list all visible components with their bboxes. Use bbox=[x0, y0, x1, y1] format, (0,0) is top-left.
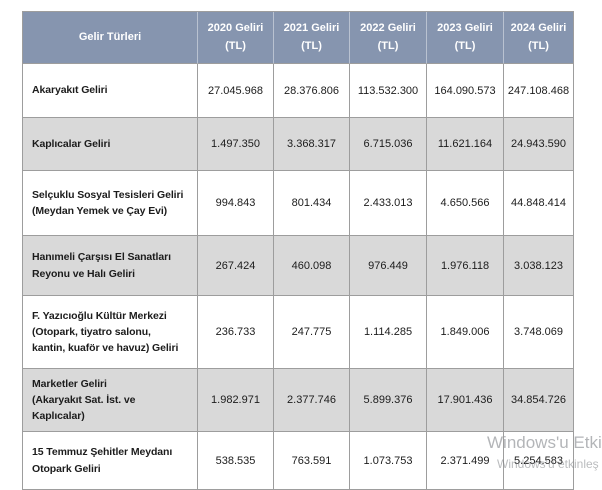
table-row: Kaplıcalar Geliri 1.497.350 3.368.317 6.715… bbox=[23, 118, 574, 171]
row-label: 15 Temmuz Şehitler Meydanı Otopark Gelir… bbox=[23, 432, 198, 490]
row-label: Akaryakıt Geliri bbox=[23, 64, 198, 118]
table-row: 15 Temmuz Şehitler Meydanı Otopark Gelir… bbox=[23, 432, 574, 490]
revenue-value-cell: 247.108.468 bbox=[504, 64, 574, 118]
revenue-value-cell: 2.371.499 bbox=[427, 432, 504, 490]
revenue-value-cell: 976.449 bbox=[350, 236, 427, 296]
row-label: Selçuklu Sosyal Tesisleri Geliri (Meydan… bbox=[23, 171, 198, 236]
revenue-value-cell: 2.433.013 bbox=[350, 171, 427, 236]
revenue-value-cell: 247.775 bbox=[274, 296, 350, 369]
revenue-value-cell: 1.114.285 bbox=[350, 296, 427, 369]
column-header-gelir-turleri: Gelir Türleri bbox=[23, 12, 198, 64]
revenue-value-cell: 2.377.746 bbox=[274, 369, 350, 432]
revenue-value-cell: 27.045.968 bbox=[198, 64, 274, 118]
revenue-value-cell: 1.976.118 bbox=[427, 236, 504, 296]
revenue-value-cell: 17.901.436 bbox=[427, 369, 504, 432]
windows-activation-watermark-line2: Windows'u etkinleş bbox=[497, 457, 599, 471]
revenue-value-cell: 44.848.414 bbox=[504, 171, 574, 236]
revenue-value-cell: 3.038.123 bbox=[504, 236, 574, 296]
revenue-value-cell: 3.748.069 bbox=[504, 296, 574, 369]
table-row: Marketler Geliri (Akaryakıt Sat. İst. ve… bbox=[23, 369, 574, 432]
revenue-value-cell: 1.849.006 bbox=[427, 296, 504, 369]
revenue-value-cell: 1.073.753 bbox=[350, 432, 427, 490]
revenue-value-cell: 164.090.573 bbox=[427, 64, 504, 118]
revenue-value-cell: 236.733 bbox=[198, 296, 274, 369]
table-row: Selçuklu Sosyal Tesisleri Geliri (Meydan… bbox=[23, 171, 574, 236]
column-header-2023: 2023 Geliri (TL) bbox=[427, 12, 504, 64]
revenue-value-cell: 538.535 bbox=[198, 432, 274, 490]
windows-activation-watermark-line1: Windows'u Etki bbox=[487, 433, 602, 452]
revenue-value-cell: 267.424 bbox=[198, 236, 274, 296]
revenue-value-cell: 994.843 bbox=[198, 171, 274, 236]
revenue-value-cell: 4.650.566 bbox=[427, 171, 504, 236]
revenue-value-cell: 1.982.971 bbox=[198, 369, 274, 432]
revenue-value-cell: 3.368.317 bbox=[274, 118, 350, 171]
column-header-2022: 2022 Geliri (TL) bbox=[350, 12, 427, 64]
column-header-2020: 2020 Geliri (TL) bbox=[198, 12, 274, 64]
table-row: Hanımeli Çarşısı El Sanatları Reyonu ve … bbox=[23, 236, 574, 296]
revenue-table: Gelir Türleri 2020 Geliri (TL) 2021 Geli… bbox=[22, 11, 574, 490]
revenue-value-cell: 1.497.350 bbox=[198, 118, 274, 171]
revenue-value-cell: 113.532.300 bbox=[350, 64, 427, 118]
column-header-2021: 2021 Geliri (TL) bbox=[274, 12, 350, 64]
revenue-value-cell: 6.715.036 bbox=[350, 118, 427, 171]
revenue-value-cell: 28.376.806 bbox=[274, 64, 350, 118]
row-label: F. Yazıcıoğlu Kültür Merkezi (Otopark, t… bbox=[23, 296, 198, 369]
row-label: Hanımeli Çarşısı El Sanatları Reyonu ve … bbox=[23, 236, 198, 296]
revenue-value-cell: 11.621.164 bbox=[427, 118, 504, 171]
table-row: F. Yazıcıoğlu Kültür Merkezi (Otopark, t… bbox=[23, 296, 574, 369]
table-row: Akaryakıt Geliri 27.045.968 28.376.806 113.… bbox=[23, 64, 574, 118]
table-body: Akaryakıt Geliri 27.045.968 28.376.806 113.… bbox=[23, 64, 574, 490]
column-header-2024: 2024 Geliri (TL) bbox=[504, 12, 574, 64]
header-row: Gelir Türleri 2020 Geliri (TL) 2021 Geli… bbox=[23, 12, 574, 64]
row-label: Kaplıcalar Geliri bbox=[23, 118, 198, 171]
row-label: Marketler Geliri (Akaryakıt Sat. İst. ve… bbox=[23, 369, 198, 432]
revenue-value-cell: 34.854.726 bbox=[504, 369, 574, 432]
revenue-value-cell: 460.098 bbox=[274, 236, 350, 296]
revenue-value-cell: 24.943.590 bbox=[504, 118, 574, 171]
revenue-table-container: Gelir Türleri 2020 Geliri (TL) 2021 Geli… bbox=[22, 11, 574, 490]
revenue-value-cell: 5.899.376 bbox=[350, 369, 427, 432]
revenue-value-cell: 5.254.583 bbox=[504, 432, 574, 490]
revenue-value-cell: 801.434 bbox=[274, 171, 350, 236]
revenue-value-cell: 763.591 bbox=[274, 432, 350, 490]
